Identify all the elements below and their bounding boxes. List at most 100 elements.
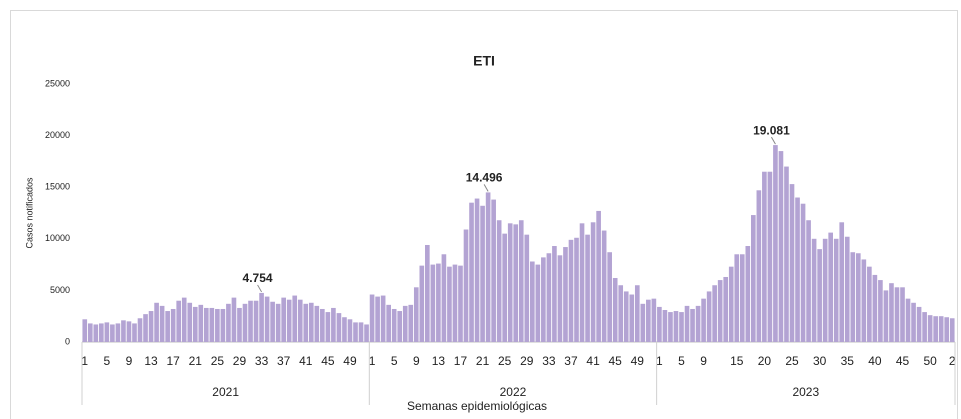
- x-tick-label: 9: [700, 354, 707, 368]
- bar: [375, 296, 380, 342]
- y-tick-label: 5000: [50, 285, 70, 295]
- bar: [623, 291, 629, 342]
- bar: [143, 314, 148, 342]
- bar: [325, 312, 331, 342]
- bar: [778, 151, 784, 342]
- y-tick-label: 25000: [45, 78, 70, 88]
- bar: [568, 239, 574, 342]
- bar: [154, 302, 159, 342]
- bar: [264, 296, 270, 342]
- bar: [425, 244, 430, 342]
- y-tick-label: 15000: [45, 182, 70, 192]
- bar: [535, 264, 541, 342]
- bar: [408, 304, 414, 342]
- bar: [717, 280, 723, 342]
- bar: [933, 316, 938, 342]
- bar: [469, 202, 474, 342]
- bar: [806, 220, 811, 342]
- bar: [220, 308, 226, 342]
- x-tick-label: 50: [923, 354, 937, 368]
- bar: [552, 246, 557, 342]
- bar: [690, 308, 695, 342]
- bar: [148, 311, 154, 342]
- bar: [441, 254, 447, 342]
- bar: [110, 324, 115, 342]
- bar: [430, 264, 436, 342]
- bar: [927, 315, 933, 342]
- bar: [275, 303, 281, 342]
- bar: [784, 166, 789, 342]
- bar: [270, 301, 275, 342]
- bar: [745, 246, 751, 342]
- y-tick-label: 10000: [45, 233, 70, 243]
- x-tick-label: 30: [813, 354, 827, 368]
- bar: [800, 203, 806, 342]
- bar: [557, 255, 563, 342]
- label-leader: [483, 184, 489, 192]
- bar: [878, 280, 883, 342]
- bar: [518, 220, 524, 342]
- x-tick-label: 29: [520, 354, 534, 368]
- chart-title: ETI: [473, 53, 495, 69]
- x-axis-label: Semanas epidemiológicas: [407, 399, 547, 413]
- x-tick-label: 5: [391, 354, 398, 368]
- x-tick-label: 41: [586, 354, 600, 368]
- bar: [629, 294, 635, 342]
- x-tick-label: 37: [564, 354, 578, 368]
- group-label: 2021: [212, 385, 239, 399]
- bar: [480, 205, 485, 342]
- x-tick-label: 45: [609, 354, 623, 368]
- bar: [115, 323, 121, 342]
- bar: [87, 323, 93, 342]
- bar: [844, 236, 850, 342]
- bar: [259, 292, 264, 342]
- x-tick-label: 1: [656, 354, 663, 368]
- x-tick-label: 21: [189, 354, 203, 368]
- label-leader: [257, 284, 263, 293]
- bar: [253, 300, 259, 342]
- bar: [916, 306, 922, 342]
- bar: [861, 259, 867, 342]
- bar: [789, 184, 795, 342]
- x-tick-label: 35: [841, 354, 855, 368]
- bar: [701, 298, 706, 342]
- bar: [679, 312, 684, 342]
- bar: [391, 308, 397, 342]
- bar: [646, 299, 651, 342]
- x-tick-label: 15: [730, 354, 744, 368]
- x-tick-label: 9: [126, 354, 133, 368]
- bar: [452, 264, 458, 342]
- x-tick-label: 49: [631, 354, 645, 368]
- bar: [756, 190, 762, 342]
- bar: [728, 266, 734, 342]
- bar: [817, 249, 822, 342]
- bar: [723, 276, 729, 342]
- bar: [811, 238, 817, 342]
- bar: [601, 230, 607, 342]
- bar: [126, 321, 132, 342]
- bar: [380, 295, 386, 342]
- bar: [192, 306, 198, 342]
- bar: [938, 316, 944, 342]
- bar: [82, 319, 88, 342]
- bar: [894, 287, 900, 342]
- bar: [872, 274, 878, 342]
- bar: [612, 278, 618, 342]
- bar: [463, 229, 469, 342]
- value-label: 19.081: [753, 123, 790, 137]
- bar: [286, 299, 292, 342]
- bar: [507, 223, 513, 342]
- bar: [447, 266, 452, 342]
- bar: [668, 312, 673, 342]
- bar: [165, 311, 170, 342]
- bar: [93, 324, 99, 342]
- x-tick-label: 33: [542, 354, 556, 368]
- bar: [159, 305, 165, 342]
- bar: [397, 311, 403, 342]
- bar: [242, 303, 248, 342]
- bar: [773, 145, 778, 342]
- x-tick-label: 37: [277, 354, 291, 368]
- bar: [402, 305, 408, 342]
- x-tick-label: 1: [81, 354, 88, 368]
